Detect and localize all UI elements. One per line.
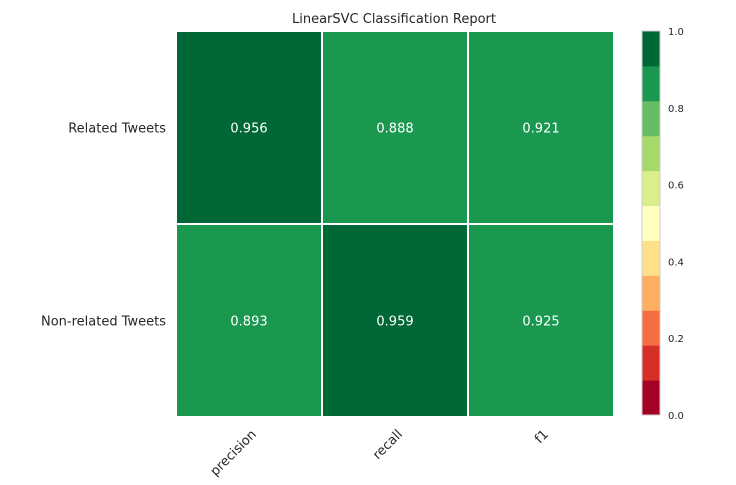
colorbar-segment	[642, 240, 660, 276]
heatmap-cell	[175, 223, 323, 418]
cell-value-label: 0.888	[376, 122, 413, 137]
colorbar-tick-label: 1.0	[668, 27, 684, 38]
row-label: Non-related Tweets	[41, 315, 166, 330]
row-label: Related Tweets	[68, 122, 166, 137]
colorbar-segment	[642, 135, 660, 172]
colorbar-tick-label: 0.6	[668, 181, 684, 192]
row-labels: Related Tweets Non-related Tweets	[41, 122, 166, 330]
cell-value-label: 0.921	[522, 122, 559, 137]
colorbar-segment	[642, 100, 660, 137]
column-label: recall	[370, 427, 406, 463]
colorbar-tick-label: 0.0	[668, 411, 684, 422]
column-labels: precision recall f1	[208, 427, 552, 479]
colorbar-segment	[642, 275, 660, 311]
cell-value-label: 0.959	[376, 315, 413, 330]
heatmap-cell	[467, 30, 615, 225]
cell-value-label: 0.893	[230, 315, 267, 330]
colorbar-segment	[642, 205, 660, 241]
colorbar-segment	[642, 310, 660, 346]
heatmap-cell	[321, 223, 469, 418]
colorbar: 0.0 0.2 0.4 0.6 0.8 1.0	[641, 27, 684, 422]
chart-title: LinearSVC Classification Report	[292, 12, 496, 27]
colorbar-tick-label: 0.4	[668, 257, 684, 268]
colorbar-segment	[642, 170, 660, 207]
colorbar-frame	[641, 30, 661, 416]
colorbar-segment	[642, 380, 660, 416]
column-label: f1	[532, 427, 552, 447]
column-label: precision	[208, 427, 260, 479]
colorbar-segment	[642, 31, 660, 67]
colorbar-segment	[642, 345, 660, 381]
cell-value-label: 0.956	[230, 122, 267, 137]
heatmap-grid: 0.956 0.888 0.921 0.893 0.959 0.925	[175, 30, 615, 418]
heatmap-cell	[175, 30, 323, 225]
colorbar-tick-label: 0.2	[668, 334, 684, 345]
heatmap-cell	[467, 223, 615, 418]
colorbar-segment	[642, 65, 660, 102]
heatmap-cell	[321, 30, 469, 225]
cell-value-label: 0.925	[522, 315, 559, 330]
colorbar-tick-label: 0.8	[668, 104, 684, 115]
